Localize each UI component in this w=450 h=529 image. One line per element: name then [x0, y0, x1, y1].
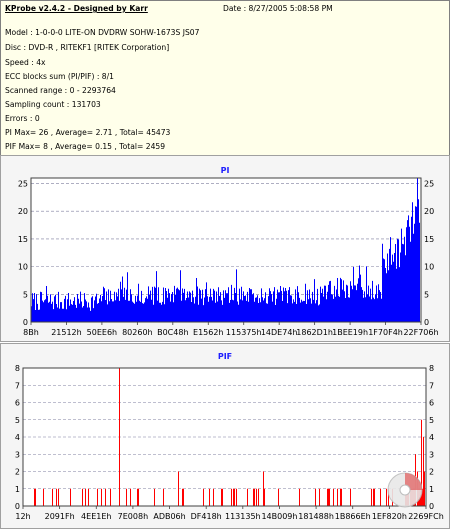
y-tick-label-left: 10	[18, 263, 28, 272]
x-tick-label: E1562h	[193, 328, 223, 337]
y-tick-label-left: 2	[15, 468, 20, 477]
y-tick-label-left: 15	[18, 235, 28, 244]
errors-line: Errors : 0	[5, 114, 40, 123]
y-tick-label-right: 25	[424, 180, 434, 189]
x-tick-label: 2269FCh	[408, 512, 444, 521]
x-tick-label: ADB06h	[153, 512, 185, 521]
model-line: Model : 1-0-0-0 LITE-ON DVDRW SOHW-1673S…	[5, 28, 200, 37]
plot-border	[30, 177, 422, 323]
pi-chart-title: PI	[220, 166, 230, 175]
y-tick-label-left: 8	[15, 364, 20, 373]
x-tick-label: 1EF820h	[372, 512, 407, 521]
y-tick-label-right: 2	[429, 468, 434, 477]
y-tick-label-right: 6	[429, 399, 434, 408]
y-tick-label-right: 10	[424, 263, 434, 272]
pi-summary-line: PI Max= 26 , Average= 2.71 , Total= 4547…	[5, 128, 171, 137]
pi-chart: 0 0 5 5 10 10 15 15 20 20 25 25 8Bh 21512h 50EE6h 80260…	[18, 177, 439, 337]
x-tick-label: 21512h	[51, 328, 82, 337]
y-tick-label-right: 0	[429, 502, 434, 511]
y-tick-label-right: 5	[424, 290, 429, 299]
x-tick-label: 181488h	[298, 512, 334, 521]
y-tick-label-right: 8	[429, 364, 434, 373]
y-tick-label-left: 6	[15, 399, 20, 408]
y-tick-label-left: 20	[18, 207, 28, 216]
y-tick-label-right: 7	[429, 381, 434, 390]
y-tick-label-left: 7	[15, 381, 20, 390]
y-tick-label-left: 0	[15, 502, 20, 511]
x-tick-label: 12h	[15, 512, 30, 521]
x-tick-label: 1B866Eh	[335, 512, 371, 521]
y-tick-label-left: 25	[18, 180, 28, 189]
pi-chart-panel: PI 0 0 5 5 10 10 15 15 20 20 25 25 8Bh 21512h 50EE6h 80…	[0, 155, 450, 342]
x-tick-label: 113135h	[225, 512, 261, 521]
x-tick-label: 2091Fh	[45, 512, 75, 521]
y-tick-label-left: 1	[15, 485, 20, 494]
scan-date: Date : 8/27/2005 5:08:58 PM	[223, 4, 333, 13]
y-tick-label-right: 3	[429, 450, 434, 459]
x-tick-label: 22F706h	[403, 328, 438, 337]
disc-watermark-hub	[399, 484, 411, 496]
info-panel: KProbe v2.4.2 - Designed by Karr Date : …	[0, 0, 450, 156]
speed-line: Speed : 4x	[5, 58, 46, 67]
y-tick-label-right: 1	[429, 485, 434, 494]
x-tick-label: 4EE1Eh	[81, 512, 111, 521]
y-tick-label-left: 5	[15, 416, 20, 425]
x-tick-label: 1862D1h	[296, 328, 333, 337]
y-tick-label-right: 0	[424, 318, 429, 327]
x-tick-label: DF418h	[191, 512, 222, 521]
range-line: Scanned range : 0 - 2293764	[5, 86, 116, 95]
pif-chart: 0 0 1 1 2 2 3 3 4 4 5 5 6 6 7 7 8 8 12h 2091Fh 4EE1Eh 7E008h A…	[15, 364, 444, 521]
disc-line: Disc : DVD-R , RITEKF1 [RITEK Corporatio…	[5, 43, 170, 52]
x-tick-label: 14DE74h	[261, 328, 298, 337]
y-tick-label-right: 5	[429, 416, 434, 425]
y-tick-label-right: 20	[424, 207, 434, 216]
y-tick-label-right: 4	[429, 433, 434, 442]
x-tick-label: 115375h	[226, 328, 262, 337]
disc-watermark-segment	[405, 473, 422, 490]
pif-summary-line: PIF Max= 8 , Average= 0.15 , Total= 2459	[5, 142, 166, 151]
x-tick-label: 8Bh	[23, 328, 39, 337]
ecc-line: ECC blocks sum (PI/PIF) : 8/1	[5, 72, 115, 81]
x-tick-label: B0C48h	[157, 328, 188, 337]
y-tick-label-left: 5	[23, 290, 28, 299]
y-tick-label-left: 0	[23, 318, 28, 327]
x-tick-label: 14B009h	[261, 512, 297, 521]
y-tick-label-right: 15	[424, 235, 434, 244]
y-tick-label-left: 3	[15, 450, 20, 459]
y-tick-label-left: 4	[15, 433, 20, 442]
pif-chart-title: PIF	[217, 352, 233, 361]
sampling-line: Sampling count : 131703	[5, 100, 101, 109]
x-tick-label: 80260h	[122, 328, 153, 337]
pif-chart-panel: PIF 0 0 1 1 2 2 3 3 4 4 5 5 6 6 7 7 8 8 12h 2091Fh 4EE1Eh 7E0…	[0, 343, 450, 529]
plot-border	[22, 367, 427, 507]
app-title: KProbe v2.4.2 - Designed by Karr	[5, 4, 148, 13]
x-tick-label: 7E008h	[118, 512, 148, 521]
x-tick-label: 50EE6h	[87, 328, 117, 337]
x-tick-label: 1BEE19h	[332, 328, 368, 337]
x-tick-label: 1F70F4h	[368, 328, 403, 337]
